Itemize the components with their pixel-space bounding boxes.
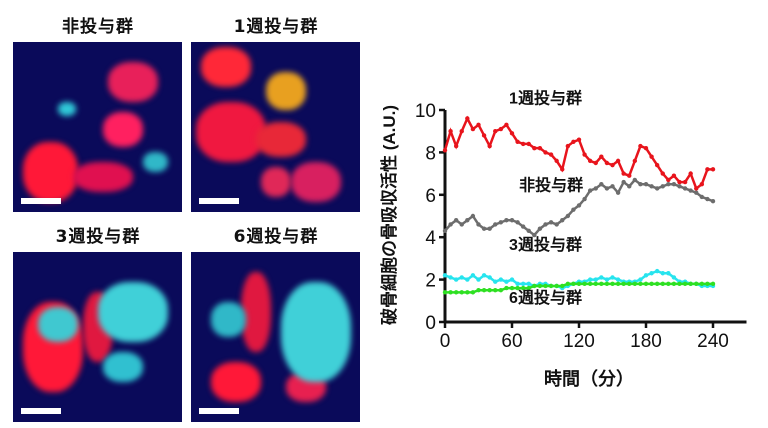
- svg-text:2: 2: [425, 271, 436, 292]
- svg-text:非投与群: 非投与群: [519, 176, 583, 195]
- svg-text:0: 0: [425, 313, 436, 334]
- svg-text:4: 4: [425, 228, 436, 249]
- panel-title-1week: 1週投与群: [233, 17, 319, 37]
- scale-bar: [199, 408, 239, 414]
- scale-bar: [199, 198, 239, 204]
- svg-text:0: 0: [440, 331, 451, 352]
- chart-series: [442, 115, 716, 295]
- panel-title-untreated: 非投与群: [62, 17, 134, 37]
- svg-text:6週投与群: 6週投与群: [509, 288, 582, 307]
- micrograph-6week: [191, 252, 360, 422]
- svg-text:時間（分）: 時間（分）: [544, 369, 634, 389]
- chart-axes: 0 2 4 6 8 10 0 60 120 180 240 時間（分） 破骨細胞の骨吸収活性 (A.U.…: [379, 101, 747, 389]
- micrograph-untreated: [13, 42, 182, 212]
- micrograph-1week: [191, 42, 360, 212]
- svg-text:8: 8: [425, 143, 436, 164]
- svg-text:60: 60: [501, 331, 522, 352]
- scale-bar: [21, 198, 61, 204]
- svg-text:6: 6: [425, 186, 436, 207]
- svg-text:180: 180: [630, 331, 662, 352]
- svg-text:120: 120: [563, 331, 595, 352]
- scale-bar: [21, 408, 61, 414]
- svg-text:1週投与群: 1週投与群: [509, 89, 582, 108]
- panel-title-3week: 3週投与群: [55, 227, 141, 247]
- svg-text:3週投与群: 3週投与群: [509, 235, 582, 254]
- panel-title-6week: 6週投与群: [233, 227, 319, 247]
- svg-text:240: 240: [697, 331, 729, 352]
- svg-text:10: 10: [415, 101, 436, 122]
- svg-text:破骨細胞の骨吸収活性 (A.U.): 破骨細胞の骨吸収活性 (A.U.): [379, 105, 399, 325]
- micrograph-3week: [13, 252, 182, 422]
